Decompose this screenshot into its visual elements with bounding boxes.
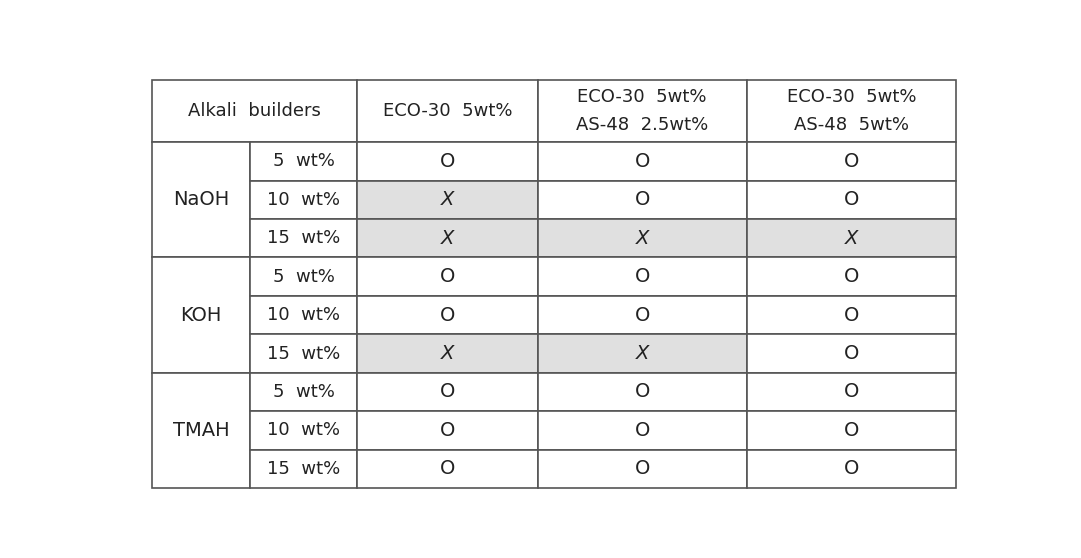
Text: 5  wt%: 5 wt%: [272, 383, 335, 401]
FancyBboxPatch shape: [537, 411, 747, 450]
FancyBboxPatch shape: [251, 219, 357, 257]
Text: O: O: [844, 267, 859, 286]
Text: KOH: KOH: [181, 306, 222, 325]
FancyBboxPatch shape: [357, 334, 537, 373]
Text: O: O: [440, 382, 455, 401]
FancyBboxPatch shape: [151, 80, 357, 142]
FancyBboxPatch shape: [251, 411, 357, 450]
Text: X: X: [441, 190, 454, 209]
Text: O: O: [635, 267, 650, 286]
FancyBboxPatch shape: [251, 450, 357, 488]
FancyBboxPatch shape: [251, 296, 357, 334]
Text: O: O: [440, 306, 455, 325]
FancyBboxPatch shape: [357, 373, 537, 411]
Text: X: X: [441, 229, 454, 248]
FancyBboxPatch shape: [537, 334, 747, 373]
Text: O: O: [844, 459, 859, 478]
FancyBboxPatch shape: [151, 257, 251, 373]
Text: 10  wt%: 10 wt%: [267, 421, 341, 439]
Text: O: O: [844, 190, 859, 209]
FancyBboxPatch shape: [747, 219, 957, 257]
Text: ECO-30  5wt%
AS-48  5wt%: ECO-30 5wt% AS-48 5wt%: [787, 88, 917, 134]
Text: X: X: [636, 344, 649, 363]
FancyBboxPatch shape: [251, 257, 357, 296]
Text: 15  wt%: 15 wt%: [267, 229, 341, 247]
Text: X: X: [845, 229, 858, 248]
FancyBboxPatch shape: [251, 142, 357, 181]
Text: O: O: [635, 152, 650, 171]
Text: 15  wt%: 15 wt%: [267, 460, 341, 478]
FancyBboxPatch shape: [357, 219, 537, 257]
Text: NaOH: NaOH: [173, 190, 229, 209]
Text: 5  wt%: 5 wt%: [272, 152, 335, 170]
Text: O: O: [844, 306, 859, 325]
Text: X: X: [636, 229, 649, 248]
Text: TMAH: TMAH: [173, 421, 229, 440]
FancyBboxPatch shape: [537, 296, 747, 334]
FancyBboxPatch shape: [747, 257, 957, 296]
FancyBboxPatch shape: [537, 142, 747, 181]
FancyBboxPatch shape: [537, 181, 747, 219]
FancyBboxPatch shape: [537, 219, 747, 257]
Text: O: O: [635, 306, 650, 325]
FancyBboxPatch shape: [251, 334, 357, 373]
Text: 10  wt%: 10 wt%: [267, 306, 341, 324]
Text: O: O: [844, 421, 859, 440]
FancyBboxPatch shape: [151, 373, 251, 488]
Text: O: O: [440, 459, 455, 478]
FancyBboxPatch shape: [747, 334, 957, 373]
FancyBboxPatch shape: [357, 411, 537, 450]
Text: O: O: [635, 421, 650, 440]
Text: 10  wt%: 10 wt%: [267, 191, 341, 209]
Text: O: O: [440, 421, 455, 440]
Text: O: O: [844, 152, 859, 171]
FancyBboxPatch shape: [151, 142, 251, 257]
Text: ECO-30  5wt%
AS-48  2.5wt%: ECO-30 5wt% AS-48 2.5wt%: [576, 88, 708, 134]
FancyBboxPatch shape: [357, 257, 537, 296]
FancyBboxPatch shape: [357, 181, 537, 219]
Text: O: O: [440, 267, 455, 286]
FancyBboxPatch shape: [357, 80, 537, 142]
Text: 5  wt%: 5 wt%: [272, 268, 335, 286]
FancyBboxPatch shape: [747, 450, 957, 488]
FancyBboxPatch shape: [747, 373, 957, 411]
FancyBboxPatch shape: [747, 296, 957, 334]
FancyBboxPatch shape: [251, 181, 357, 219]
Text: Alkali  builders: Alkali builders: [188, 102, 321, 120]
Text: O: O: [844, 344, 859, 363]
FancyBboxPatch shape: [537, 450, 747, 488]
Text: O: O: [844, 382, 859, 401]
Text: O: O: [635, 190, 650, 209]
FancyBboxPatch shape: [251, 373, 357, 411]
Text: ECO-30  5wt%: ECO-30 5wt%: [383, 102, 512, 120]
FancyBboxPatch shape: [537, 373, 747, 411]
FancyBboxPatch shape: [357, 296, 537, 334]
FancyBboxPatch shape: [357, 450, 537, 488]
FancyBboxPatch shape: [747, 411, 957, 450]
FancyBboxPatch shape: [747, 80, 957, 142]
Text: X: X: [441, 344, 454, 363]
FancyBboxPatch shape: [747, 142, 957, 181]
FancyBboxPatch shape: [537, 80, 747, 142]
FancyBboxPatch shape: [747, 181, 957, 219]
Text: O: O: [635, 459, 650, 478]
FancyBboxPatch shape: [537, 257, 747, 296]
Text: O: O: [635, 382, 650, 401]
FancyBboxPatch shape: [357, 142, 537, 181]
Text: O: O: [440, 152, 455, 171]
Text: 15  wt%: 15 wt%: [267, 344, 341, 363]
